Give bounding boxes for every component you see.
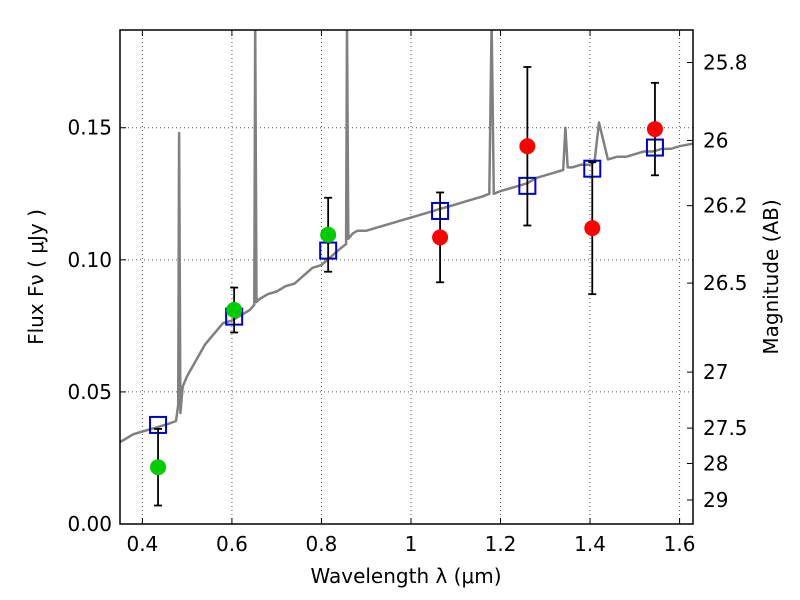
y-axis-label: Flux Fν ( μJy ) <box>24 209 48 345</box>
x-tick-label: 0.6 <box>216 532 248 556</box>
data-circle-point <box>432 229 449 246</box>
right-axis-label: Magnitude (AB) <box>759 199 783 354</box>
x-tick-label: 1.4 <box>574 532 606 556</box>
data-circle-point <box>226 302 243 319</box>
right-tick-label: 25.8 <box>703 50 748 74</box>
data-circle-point <box>646 121 663 138</box>
grid <box>120 30 693 525</box>
right-tick-label: 28 <box>703 452 728 476</box>
y-tick-label: 0.05 <box>67 380 112 404</box>
right-tick-label: 26 <box>703 128 728 152</box>
x-tick-label: 1.6 <box>664 532 696 556</box>
data-circle-point <box>584 220 601 237</box>
right-tick-label: 29 <box>703 488 728 512</box>
ticks: 0.4 0.6 0.8 1 1.2 1.4 1.6 0.00 0.05 0.10 0.15 25.8 2… <box>67 30 748 556</box>
plot-marks <box>120 30 693 507</box>
y-tick-label: 0.00 <box>67 512 112 536</box>
x-tick-label: 0.8 <box>306 532 338 556</box>
x-tick-label: 1 <box>405 532 418 556</box>
spectrum-line <box>120 30 693 444</box>
y-tick-label: 0.10 <box>67 248 112 272</box>
x-tick-label: 0.4 <box>126 532 158 556</box>
x-tick-label: 1.2 <box>485 532 517 556</box>
right-tick-label: 26.5 <box>703 271 748 295</box>
right-tick-label: 27 <box>703 360 728 384</box>
x-axis-label: Wavelength λ (μm) <box>310 564 501 588</box>
data-circle-point <box>150 459 167 476</box>
right-tick-label: 26.2 <box>703 194 748 218</box>
data-circle-point <box>320 226 337 243</box>
data-circle-point <box>519 138 536 155</box>
right-tick-label: 27.5 <box>703 416 748 440</box>
plot-frame <box>119 29 694 525</box>
y-tick-label: 0.15 <box>67 116 112 140</box>
